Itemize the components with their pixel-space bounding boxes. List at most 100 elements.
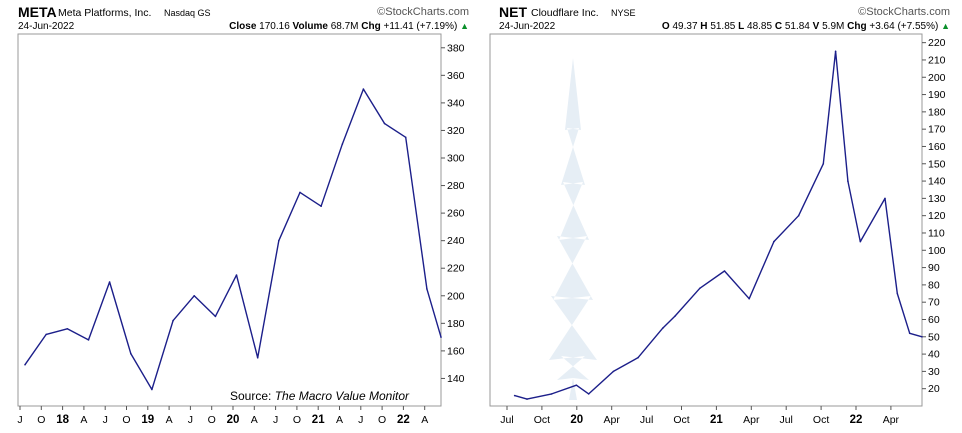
price-point: [550, 393, 553, 395]
x-tick-label: 21: [710, 414, 723, 426]
y-tick-label: 30: [928, 366, 940, 378]
x-tick-label: Oct: [813, 414, 829, 426]
x-tick-label: O: [293, 414, 301, 426]
price-point: [908, 332, 911, 335]
meta-brand: ©StockCharts.com: [377, 6, 469, 18]
price-point: [612, 370, 615, 373]
y-tick-label: 160: [928, 141, 946, 153]
meta-stats: Close 170.16 Volume 68.7M Chg +11.41 (+7…: [229, 21, 469, 32]
price-point: [699, 287, 701, 290]
y-tick-label: 190: [928, 89, 946, 101]
x-tick-label: 20: [227, 414, 240, 426]
y-tick-label: 280: [447, 180, 465, 192]
y-tick-label: 50: [928, 331, 940, 343]
net-subheader: 24-Jun-2022 O 49.37 H 51.85 L 48.85 C 51…: [499, 21, 950, 34]
price-point: [214, 315, 217, 318]
y-tick-label: 200: [928, 72, 946, 84]
y-tick-label: 140: [928, 176, 946, 188]
price-point: [587, 393, 590, 395]
y-tick-label: 150: [928, 158, 946, 170]
price-point: [130, 352, 132, 355]
meta-header: META Meta Platforms, Inc. Nasdaq GS ©Sto…: [18, 4, 469, 20]
x-tick-label: A: [421, 414, 428, 426]
x-tick-label: Apr: [883, 414, 900, 426]
x-tick-label: O: [378, 414, 386, 426]
price-point: [299, 191, 301, 194]
x-tick-label: A: [251, 414, 258, 426]
net-chart-panel: NET Cloudflare Inc. NYSE ©StockCharts.co…: [481, 0, 962, 433]
price-point: [884, 197, 886, 200]
y-tick-label: 340: [447, 97, 465, 109]
price-point: [513, 394, 516, 397]
x-tick-label: 21: [312, 414, 325, 426]
y-tick-label: 70: [928, 297, 940, 309]
y-tick-label: 110: [928, 227, 945, 239]
copyright-icon: ©: [377, 6, 386, 18]
x-tick-label: Jul: [500, 414, 513, 426]
y-tick-label: 240: [447, 235, 465, 247]
y-tick-label: 100: [928, 245, 946, 257]
price-point: [341, 143, 344, 145]
x-tick-label: A: [166, 414, 173, 426]
net-ticker: NET: [499, 4, 527, 20]
copyright-icon: ©: [858, 6, 867, 18]
x-tick-label: 18: [56, 414, 69, 426]
price-point: [256, 357, 259, 359]
y-tick-label: 260: [447, 208, 465, 220]
net-exchange: NYSE: [611, 8, 636, 18]
y-tick-label: 220: [447, 263, 465, 275]
net-company-name: Cloudflare Inc.: [531, 7, 599, 19]
price-point: [426, 288, 428, 290]
x-tick-label: Apr: [604, 414, 621, 426]
y-tick-label: 360: [447, 70, 465, 82]
price-point: [108, 281, 111, 283]
net-brand: ©StockCharts.com: [858, 6, 950, 18]
y-tick-label: 90: [928, 262, 940, 274]
x-tick-label: Jul: [779, 414, 792, 426]
price-point: [24, 363, 26, 366]
x-tick-label: J: [188, 414, 193, 426]
x-tick-label: O: [122, 414, 130, 426]
x-tick-label: Oct: [673, 414, 689, 426]
price-point: [383, 122, 386, 125]
x-tick-label: A: [336, 414, 343, 426]
net-stats: O 49.37 H 51.85 L 48.85 C 51.84 V 5.9M C…: [661, 21, 950, 32]
plot-area: [489, 33, 923, 407]
price-point: [172, 319, 174, 322]
plot-area: [17, 33, 442, 407]
y-tick-label: 210: [928, 54, 946, 66]
y-tick-label: 180: [447, 318, 465, 330]
y-tick-label: 180: [928, 106, 946, 118]
up-arrow-icon: ▲: [941, 21, 950, 31]
price-point: [66, 328, 69, 330]
y-tick-label: 300: [447, 153, 465, 165]
y-tick-label: 320: [447, 125, 465, 137]
price-point: [859, 240, 862, 243]
price-point: [723, 270, 726, 272]
net-date: 24-Jun-2022: [499, 21, 556, 32]
x-tick-label: 19: [141, 414, 154, 426]
price-point: [822, 163, 825, 165]
price-point: [674, 315, 676, 317]
price-point: [662, 327, 664, 329]
price-point: [797, 214, 800, 217]
x-tick-label: J: [17, 414, 22, 426]
price-point: [45, 333, 47, 336]
x-tick-label: J: [103, 414, 108, 426]
y-tick-label: 380: [447, 42, 465, 54]
net-header: NET Cloudflare Inc. NYSE ©StockCharts.co…: [499, 4, 950, 20]
x-tick-label: J: [358, 414, 363, 426]
price-point: [637, 356, 639, 359]
price-point: [921, 336, 923, 338]
y-tick-label: 20: [928, 383, 940, 395]
source-note: Source: The Macro Value Monitor: [230, 389, 410, 403]
price-point: [773, 240, 775, 243]
y-tick-label: 160: [447, 345, 465, 357]
meta-chart-svg: 140 160 180 200 220 240 260 280 300 320 340 360 380 J…: [17, 33, 465, 426]
price-point: [362, 88, 365, 90]
net-chart-svg: 20 30 40 50 60 70 80 90 100 110 120 130 140 150 160 170…: [489, 33, 946, 426]
x-tick-label: Oct: [534, 414, 550, 426]
y-tick-label: 60: [928, 314, 940, 326]
price-point: [440, 336, 442, 338]
meta-date: 24-Jun-2022: [18, 21, 75, 32]
